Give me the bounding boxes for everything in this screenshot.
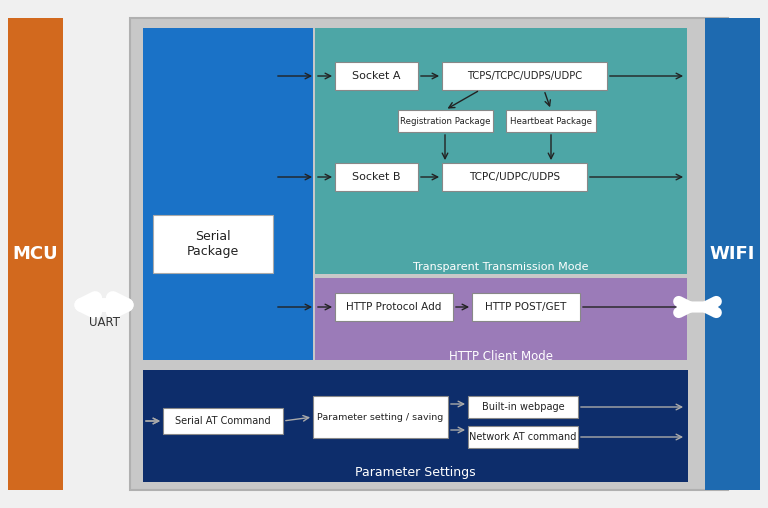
Bar	[335, 293, 453, 321]
Bar	[472, 293, 580, 321]
Text: Heartbeat Package: Heartbeat Package	[510, 116, 592, 125]
Bar	[506, 110, 596, 132]
Text: Transparent Transmission Mode: Transparent Transmission Mode	[413, 262, 589, 272]
Bar	[335, 163, 418, 191]
Text: Parameter setting / saving: Parameter setting / saving	[317, 412, 444, 422]
Bar	[143, 28, 313, 360]
Bar	[153, 215, 273, 273]
Text: Parameter Settings: Parameter Settings	[355, 466, 476, 479]
Bar	[315, 278, 687, 360]
Text: Socket B: Socket B	[353, 172, 401, 182]
Bar	[130, 18, 728, 490]
Text: HTTP POST/GET: HTTP POST/GET	[485, 302, 567, 312]
Bar	[163, 408, 283, 434]
Text: Built-in webpage: Built-in webpage	[482, 402, 564, 412]
Text: WIFI: WIFI	[710, 245, 755, 263]
Bar	[143, 370, 688, 482]
Bar	[315, 28, 687, 274]
Bar	[705, 18, 760, 490]
Bar	[468, 426, 578, 448]
Text: Serial
Package: Serial Package	[187, 230, 239, 258]
Text: Serial AT Command: Serial AT Command	[175, 416, 271, 426]
Bar	[468, 396, 578, 418]
Bar	[442, 163, 587, 191]
Text: UART: UART	[88, 316, 120, 329]
Text: Socket A: Socket A	[353, 71, 401, 81]
Text: TCPC/UDPC/UDPS: TCPC/UDPC/UDPS	[469, 172, 560, 182]
Text: HTTP Protocol Add: HTTP Protocol Add	[346, 302, 442, 312]
Bar	[398, 110, 493, 132]
Text: HTTP Client Mode: HTTP Client Mode	[449, 350, 553, 363]
Bar	[8, 18, 63, 490]
Bar	[313, 396, 448, 438]
Text: Network AT command: Network AT command	[469, 432, 577, 442]
Bar	[442, 62, 607, 90]
Text: TCPS/TCPC/UDPS/UDPC: TCPS/TCPC/UDPS/UDPC	[467, 71, 582, 81]
Text: Registration Package: Registration Package	[400, 116, 491, 125]
Bar	[335, 62, 418, 90]
Text: MCU: MCU	[13, 245, 58, 263]
